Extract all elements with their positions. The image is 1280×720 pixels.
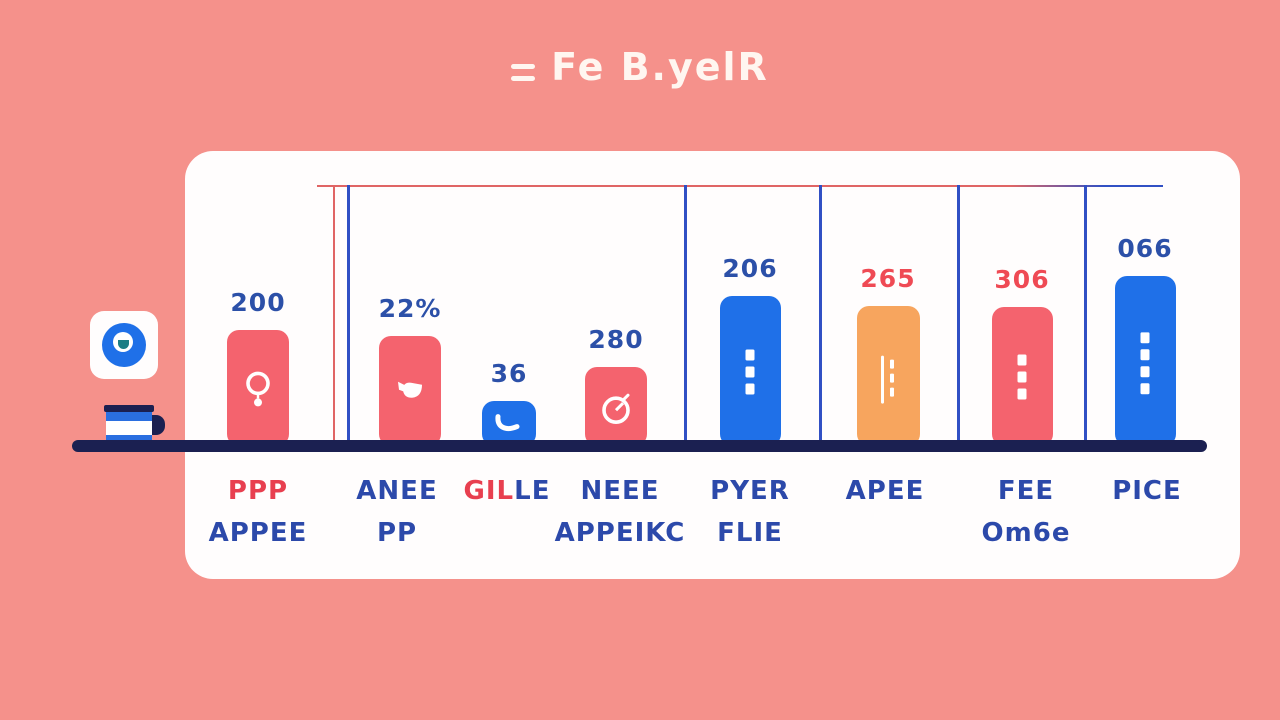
bar (1114, 276, 1176, 446)
bar-label: GILLE (463, 476, 551, 506)
bar-value: 200 (230, 288, 286, 317)
bar-label: ANEE (356, 476, 438, 506)
bar (227, 330, 289, 446)
grid-vertical-line (819, 185, 822, 441)
dashes3-icon (744, 349, 756, 404)
grid-top-line (317, 185, 1163, 187)
bar-value: 206 (722, 254, 778, 283)
clock-icon (597, 390, 635, 432)
bar-label: PICE (1112, 476, 1182, 506)
mug-icon (104, 405, 165, 445)
bar (856, 306, 920, 446)
cup-icon (393, 376, 427, 414)
dashes3-icon (1016, 354, 1028, 410)
grid-vertical-line (333, 185, 335, 441)
bar-label: APPEIKC (554, 518, 686, 548)
bar (991, 307, 1053, 446)
camera-tile (90, 311, 158, 379)
grid-vertical-line (1084, 185, 1087, 441)
bar-label: PP (376, 518, 418, 548)
bar-label: NEEE (580, 476, 660, 506)
bar-label: FEE (997, 476, 1055, 506)
bar-label: FLIE (717, 518, 783, 548)
balloon-icon (242, 370, 274, 414)
camera-lens-icon (102, 323, 146, 367)
grid-vertical-line (957, 185, 960, 441)
bar-value: 066 (1117, 234, 1173, 263)
bar-label: PYER (710, 476, 790, 506)
x-axis-line (72, 440, 1207, 452)
bar-label: APPEE (208, 518, 308, 548)
bar-value: 306 (994, 265, 1050, 294)
bar-value: 280 (588, 325, 644, 354)
bar (585, 367, 647, 446)
bar-value: 22% (378, 294, 442, 323)
bar-label: Om6e (981, 518, 1071, 548)
chart-title: Fe B.yelR (551, 45, 769, 89)
bar-value: 36 (490, 359, 528, 388)
grid-vertical-line (347, 185, 350, 441)
equals-icon (511, 63, 536, 81)
bar-label: APEE (845, 476, 925, 506)
chart-card (185, 151, 1240, 579)
bar (719, 296, 781, 446)
bar (379, 336, 441, 446)
smile-icon (491, 413, 527, 439)
bar-value: 265 (860, 264, 916, 293)
chart-title-row: Fe B.yelR (0, 44, 1280, 90)
grid-vertical-line (684, 185, 687, 441)
bar-label: PPP (227, 476, 289, 506)
dashes4-icon (1139, 332, 1151, 404)
line-dots-icon (880, 354, 896, 410)
bar (482, 401, 536, 446)
